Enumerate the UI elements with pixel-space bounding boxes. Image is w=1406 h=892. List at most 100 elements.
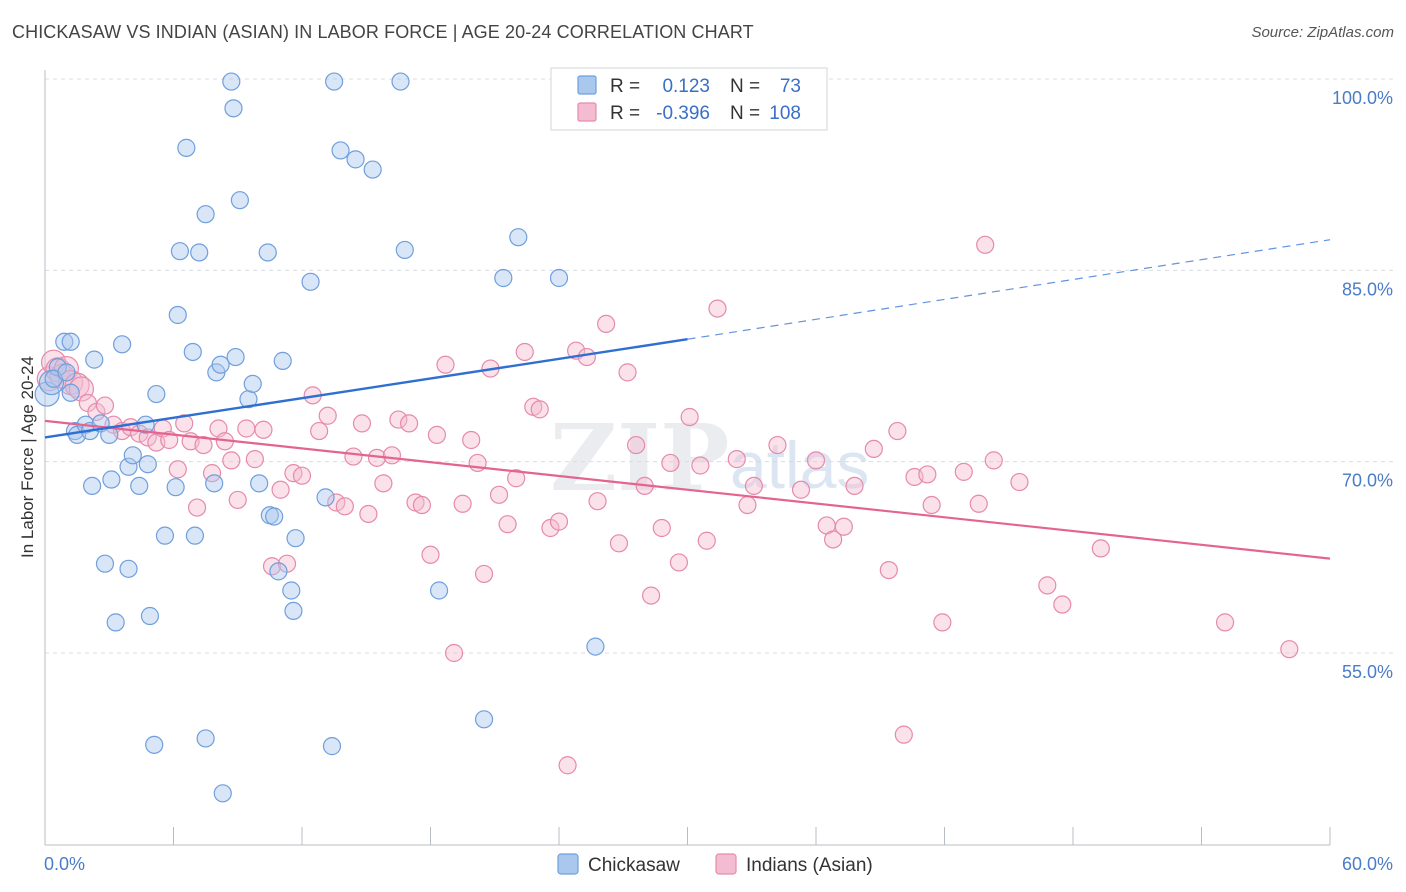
chickasaw-point <box>155 526 175 545</box>
chart-title: CHICKASAW VS INDIAN (ASIAN) IN LABOR FOR… <box>12 22 754 42</box>
chickasaw-point <box>177 138 196 157</box>
indians-asian-point <box>95 396 115 415</box>
indians-asian-point <box>879 560 898 580</box>
indians-asian-point <box>976 235 995 254</box>
indians-asian-point <box>175 414 194 433</box>
y-axis-title: In Labor Force | Age 20-24 <box>18 356 37 558</box>
y-tick-label: 100.0% <box>1332 88 1393 108</box>
indians-asian-point <box>421 545 440 564</box>
indians-asian-point <box>187 498 207 517</box>
indians-asian-point <box>669 553 689 572</box>
indians-asian-point <box>641 586 661 605</box>
chickasaw-point <box>322 737 342 756</box>
indians-asian-point <box>352 414 372 433</box>
chickasaw-point <box>119 559 138 578</box>
chickasaw-point <box>363 160 382 179</box>
chickasaw-point <box>211 355 230 374</box>
indians-asian-point <box>462 430 481 450</box>
indians-asian-point <box>254 420 273 439</box>
indians-asian-point <box>708 299 727 318</box>
indians-asian-point <box>489 485 509 504</box>
indians-asian-point <box>335 497 354 516</box>
indians-asian-point <box>130 424 149 443</box>
indians-asian-point <box>245 450 264 469</box>
chickasaw-point <box>331 141 350 160</box>
chickasaw-point <box>284 601 303 621</box>
indians-asian-point <box>652 518 671 538</box>
chickasaw-point <box>196 729 215 748</box>
indians-asian-point <box>310 421 329 441</box>
chickasaw-point <box>57 363 76 382</box>
legend-pink-swatch <box>577 102 597 122</box>
chickasaw-point <box>509 228 528 247</box>
chickasaw-point <box>145 735 164 754</box>
chickasaw-point <box>258 243 277 262</box>
indians-asian-trend-line <box>44 419 1331 560</box>
indians-asian-point <box>918 465 937 484</box>
indians-asian-point <box>969 494 988 513</box>
chickasaw-point <box>106 613 125 632</box>
legend-r-value: 0.123 <box>662 76 710 97</box>
legend-r-value: -0.396 <box>656 103 710 124</box>
chickasaw-point <box>243 374 262 393</box>
indians-asian-point <box>597 314 616 334</box>
chickasaw-point <box>213 784 232 803</box>
chickasaw-point <box>168 305 187 325</box>
indians-asian-point <box>1280 640 1299 659</box>
indians-asian-point <box>436 355 455 374</box>
chickasaw-point <box>147 384 166 404</box>
chickasaw-point <box>196 205 215 224</box>
indians-asian-point <box>271 480 290 499</box>
chickasaw-point <box>494 268 513 288</box>
chickasaw-point <box>83 476 102 496</box>
indians-asian-point <box>845 476 864 496</box>
y-tick-label: 55.0% <box>1342 662 1393 682</box>
chickasaw-point <box>170 242 190 261</box>
legend-indians-asian-swatch <box>715 853 737 875</box>
chickasaw-point <box>48 358 67 377</box>
chickasaw-point <box>301 272 320 291</box>
y-tick-label: 85.0% <box>1342 279 1393 299</box>
chickasaw-point <box>123 446 142 465</box>
indians-asian-point <box>1038 576 1057 595</box>
indians-asian-point <box>697 531 716 550</box>
indians-asian-point <box>894 725 913 744</box>
axes <box>44 70 1331 846</box>
chickasaw-point <box>61 332 80 351</box>
indians-asian-point <box>412 495 432 515</box>
chickasaw-point <box>222 72 241 91</box>
indians-asian-point <box>661 453 680 473</box>
correlation-legend: R = 0.123 N = 73 R = -0.396 N = 108 <box>550 67 828 131</box>
indians-asian-point <box>292 466 312 485</box>
indians-asian-point <box>453 494 472 513</box>
indians-asian-point <box>577 347 596 367</box>
indians-asian-point <box>515 342 534 362</box>
indians-asian-point <box>237 419 256 438</box>
chickasaw-point <box>316 488 335 507</box>
indians-asian-point <box>922 495 941 515</box>
chickasaw-point <box>549 268 569 288</box>
chickasaw-point <box>273 351 292 370</box>
indians-asian-point <box>399 414 419 433</box>
chickasaw-point <box>269 562 288 581</box>
legend-chickasaw-swatch <box>557 853 579 875</box>
indians-asian-point <box>1215 613 1235 632</box>
chickasaw-point <box>61 383 80 402</box>
grid-lines <box>45 78 1393 654</box>
chickasaw-point <box>85 350 104 369</box>
indians-asian-point <box>618 363 637 382</box>
indians-asian-point <box>834 517 853 536</box>
indians-asian-point <box>888 421 907 441</box>
legend-n-label: N = <box>730 76 760 97</box>
chickasaw-point <box>95 554 115 573</box>
chickasaw-point <box>250 474 269 493</box>
chickasaw-point <box>286 529 305 548</box>
legend-r-label: R = <box>610 103 640 124</box>
indians-asian-point <box>609 534 629 553</box>
indians-asian-point <box>864 439 883 459</box>
chickasaw-point <box>429 581 449 600</box>
chickasaw-point <box>474 710 494 729</box>
indians-asian-point <box>318 406 337 425</box>
indians-asian-point <box>680 407 699 427</box>
